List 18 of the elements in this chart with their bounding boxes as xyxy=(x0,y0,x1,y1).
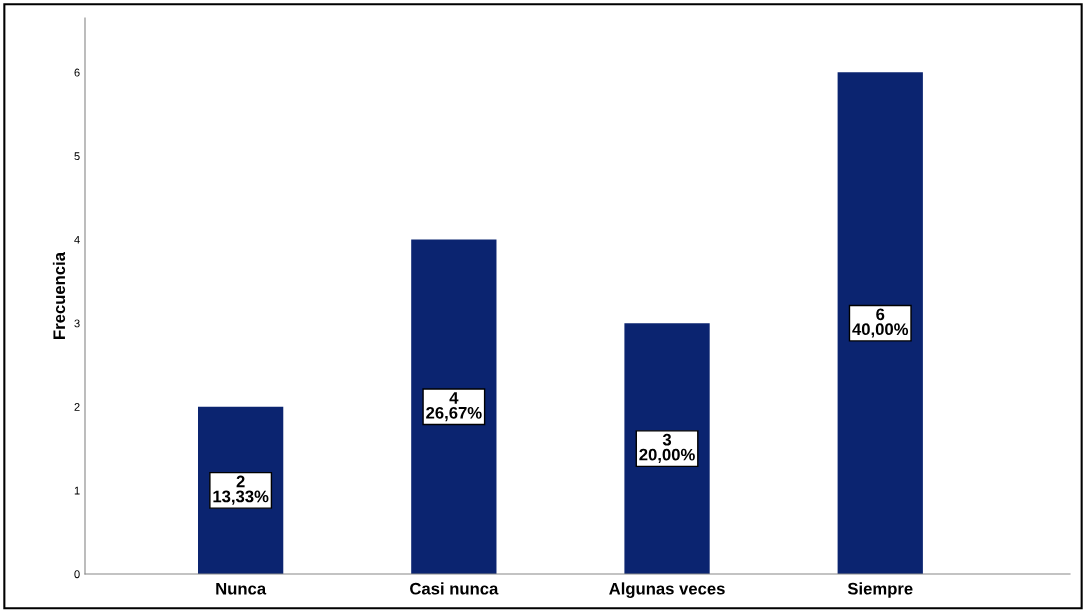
bar xyxy=(411,239,497,574)
data-label: 3 20,00% xyxy=(639,433,695,463)
y-tick-label: 3 xyxy=(74,319,80,328)
bar xyxy=(837,72,923,574)
x-tick-label: Nunca xyxy=(216,582,267,595)
y-tick-label: 2 xyxy=(74,403,80,411)
y-tick-label: 5 xyxy=(74,152,80,161)
data-label: 2 13,33% xyxy=(213,475,269,505)
y-tick-label: 0 xyxy=(74,570,80,579)
y-axis-title: Frecuencia xyxy=(52,251,66,339)
x-tick-label: Casi nunca xyxy=(410,582,499,595)
y-tick-label: 6 xyxy=(74,68,80,77)
data-label: 6 40,00% xyxy=(852,308,909,338)
y-tick-label: 1 xyxy=(74,486,80,495)
data-label: 4 26,67% xyxy=(426,392,482,422)
y-tick-label: 4 xyxy=(74,235,80,244)
x-tick-label: Algunas veces xyxy=(609,582,725,598)
x-tick-label: Siempre xyxy=(847,582,913,598)
